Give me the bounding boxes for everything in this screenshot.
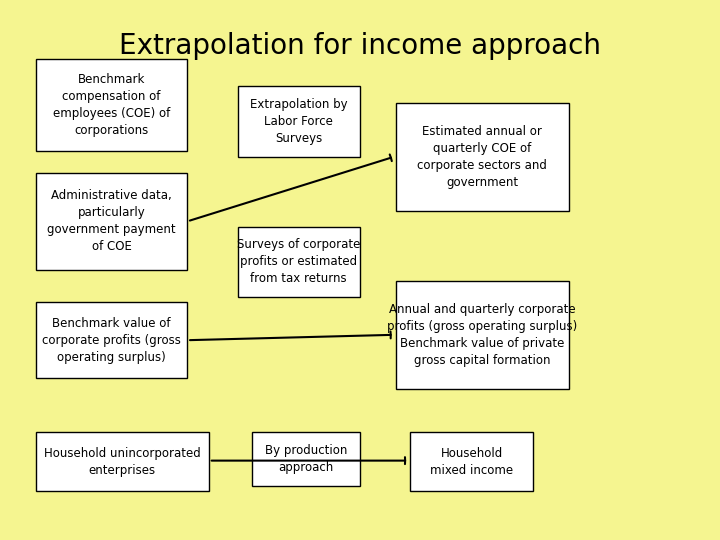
Text: Household
mixed income: Household mixed income (430, 447, 513, 477)
FancyBboxPatch shape (396, 281, 569, 389)
FancyBboxPatch shape (238, 86, 360, 157)
FancyBboxPatch shape (36, 302, 187, 378)
FancyBboxPatch shape (410, 432, 533, 491)
FancyBboxPatch shape (36, 59, 187, 151)
Text: Estimated annual or
quarterly COE of
corporate sectors and
government: Estimated annual or quarterly COE of cor… (418, 125, 547, 188)
FancyBboxPatch shape (396, 103, 569, 211)
Text: Household unincorporated
enterprises: Household unincorporated enterprises (44, 447, 201, 477)
Text: Administrative data,
particularly
government payment
of COE: Administrative data, particularly govern… (48, 190, 176, 253)
Text: Annual and quarterly corporate
profits (gross operating surplus)
Benchmark value: Annual and quarterly corporate profits (… (387, 303, 577, 367)
Text: Benchmark value of
corporate profits (gross
operating surplus): Benchmark value of corporate profits (gr… (42, 316, 181, 364)
Text: Surveys of corporate
profits or estimated
from tax returns: Surveys of corporate profits or estimate… (237, 238, 361, 286)
Text: Extrapolation for income approach: Extrapolation for income approach (119, 32, 601, 60)
FancyBboxPatch shape (252, 432, 360, 486)
FancyBboxPatch shape (36, 432, 209, 491)
Text: By production
approach: By production approach (265, 444, 347, 474)
FancyBboxPatch shape (238, 227, 360, 297)
Text: Benchmark
compensation of
employees (COE) of
corporations: Benchmark compensation of employees (COE… (53, 73, 170, 137)
Text: Extrapolation by
Labor Force
Surveys: Extrapolation by Labor Force Surveys (250, 98, 348, 145)
FancyBboxPatch shape (36, 173, 187, 270)
